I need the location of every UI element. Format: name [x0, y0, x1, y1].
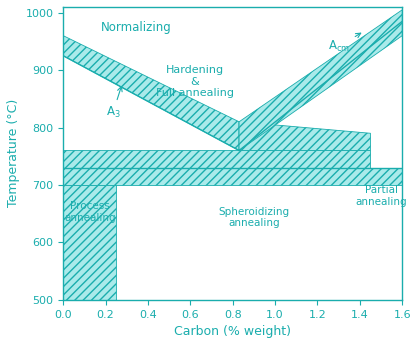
Bar — [63, 168, 402, 185]
Text: A$_3$: A$_3$ — [106, 87, 122, 120]
Y-axis label: Temperature (°C): Temperature (°C) — [7, 99, 20, 207]
Polygon shape — [63, 36, 239, 150]
Text: Normalizing: Normalizing — [101, 21, 172, 33]
Polygon shape — [239, 122, 370, 150]
Text: Process
annealing: Process annealing — [64, 201, 115, 223]
Text: Partial
annealing: Partial annealing — [355, 185, 407, 207]
Polygon shape — [239, 10, 402, 150]
Bar — [63, 150, 370, 168]
X-axis label: Carbon (% weight): Carbon (% weight) — [174, 325, 291, 338]
Text: A$_{\mathrm{cm}}$: A$_{\mathrm{cm}}$ — [328, 33, 361, 54]
Text: Spheroidizing
annealing: Spheroidizing annealing — [218, 207, 290, 228]
Text: Hardening
&
Full annealing: Hardening & Full annealing — [155, 65, 234, 98]
Bar — [63, 185, 116, 300]
